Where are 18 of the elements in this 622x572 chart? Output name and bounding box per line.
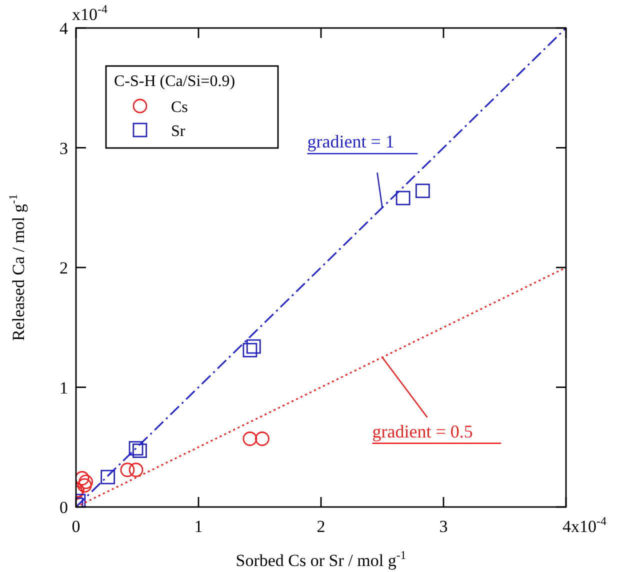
legend-title: C-S-H (Ca/Si=0.9) (114, 73, 236, 90)
legend-label: Sr (171, 123, 186, 140)
y-tick-label: 1 (60, 378, 68, 398)
x-tick-label: 2 (316, 517, 326, 536)
legend-label: Cs (171, 99, 188, 116)
y-tick-label: 3 (60, 138, 68, 158)
text: x10$^{-4}$ (72, 2, 108, 24)
x-axis-title: Sorbed Cs or Sr / mol g$^{-1}$ (236, 548, 406, 570)
annotation: gradient = 0.5 (372, 421, 473, 442)
text: x10$^{-4}$ (571, 514, 606, 536)
y-tick-label: 2 (60, 258, 68, 278)
annotation: gradient = 1 (307, 132, 394, 152)
x-tick-label: 1 (194, 517, 203, 536)
x-tick-label: 0 (72, 517, 80, 536)
x-tick-label: 3 (439, 517, 448, 536)
y-tick-label: 0 (60, 498, 68, 517)
x-tick-label: 4 (562, 517, 572, 536)
y-tick-label: 4 (60, 19, 68, 38)
